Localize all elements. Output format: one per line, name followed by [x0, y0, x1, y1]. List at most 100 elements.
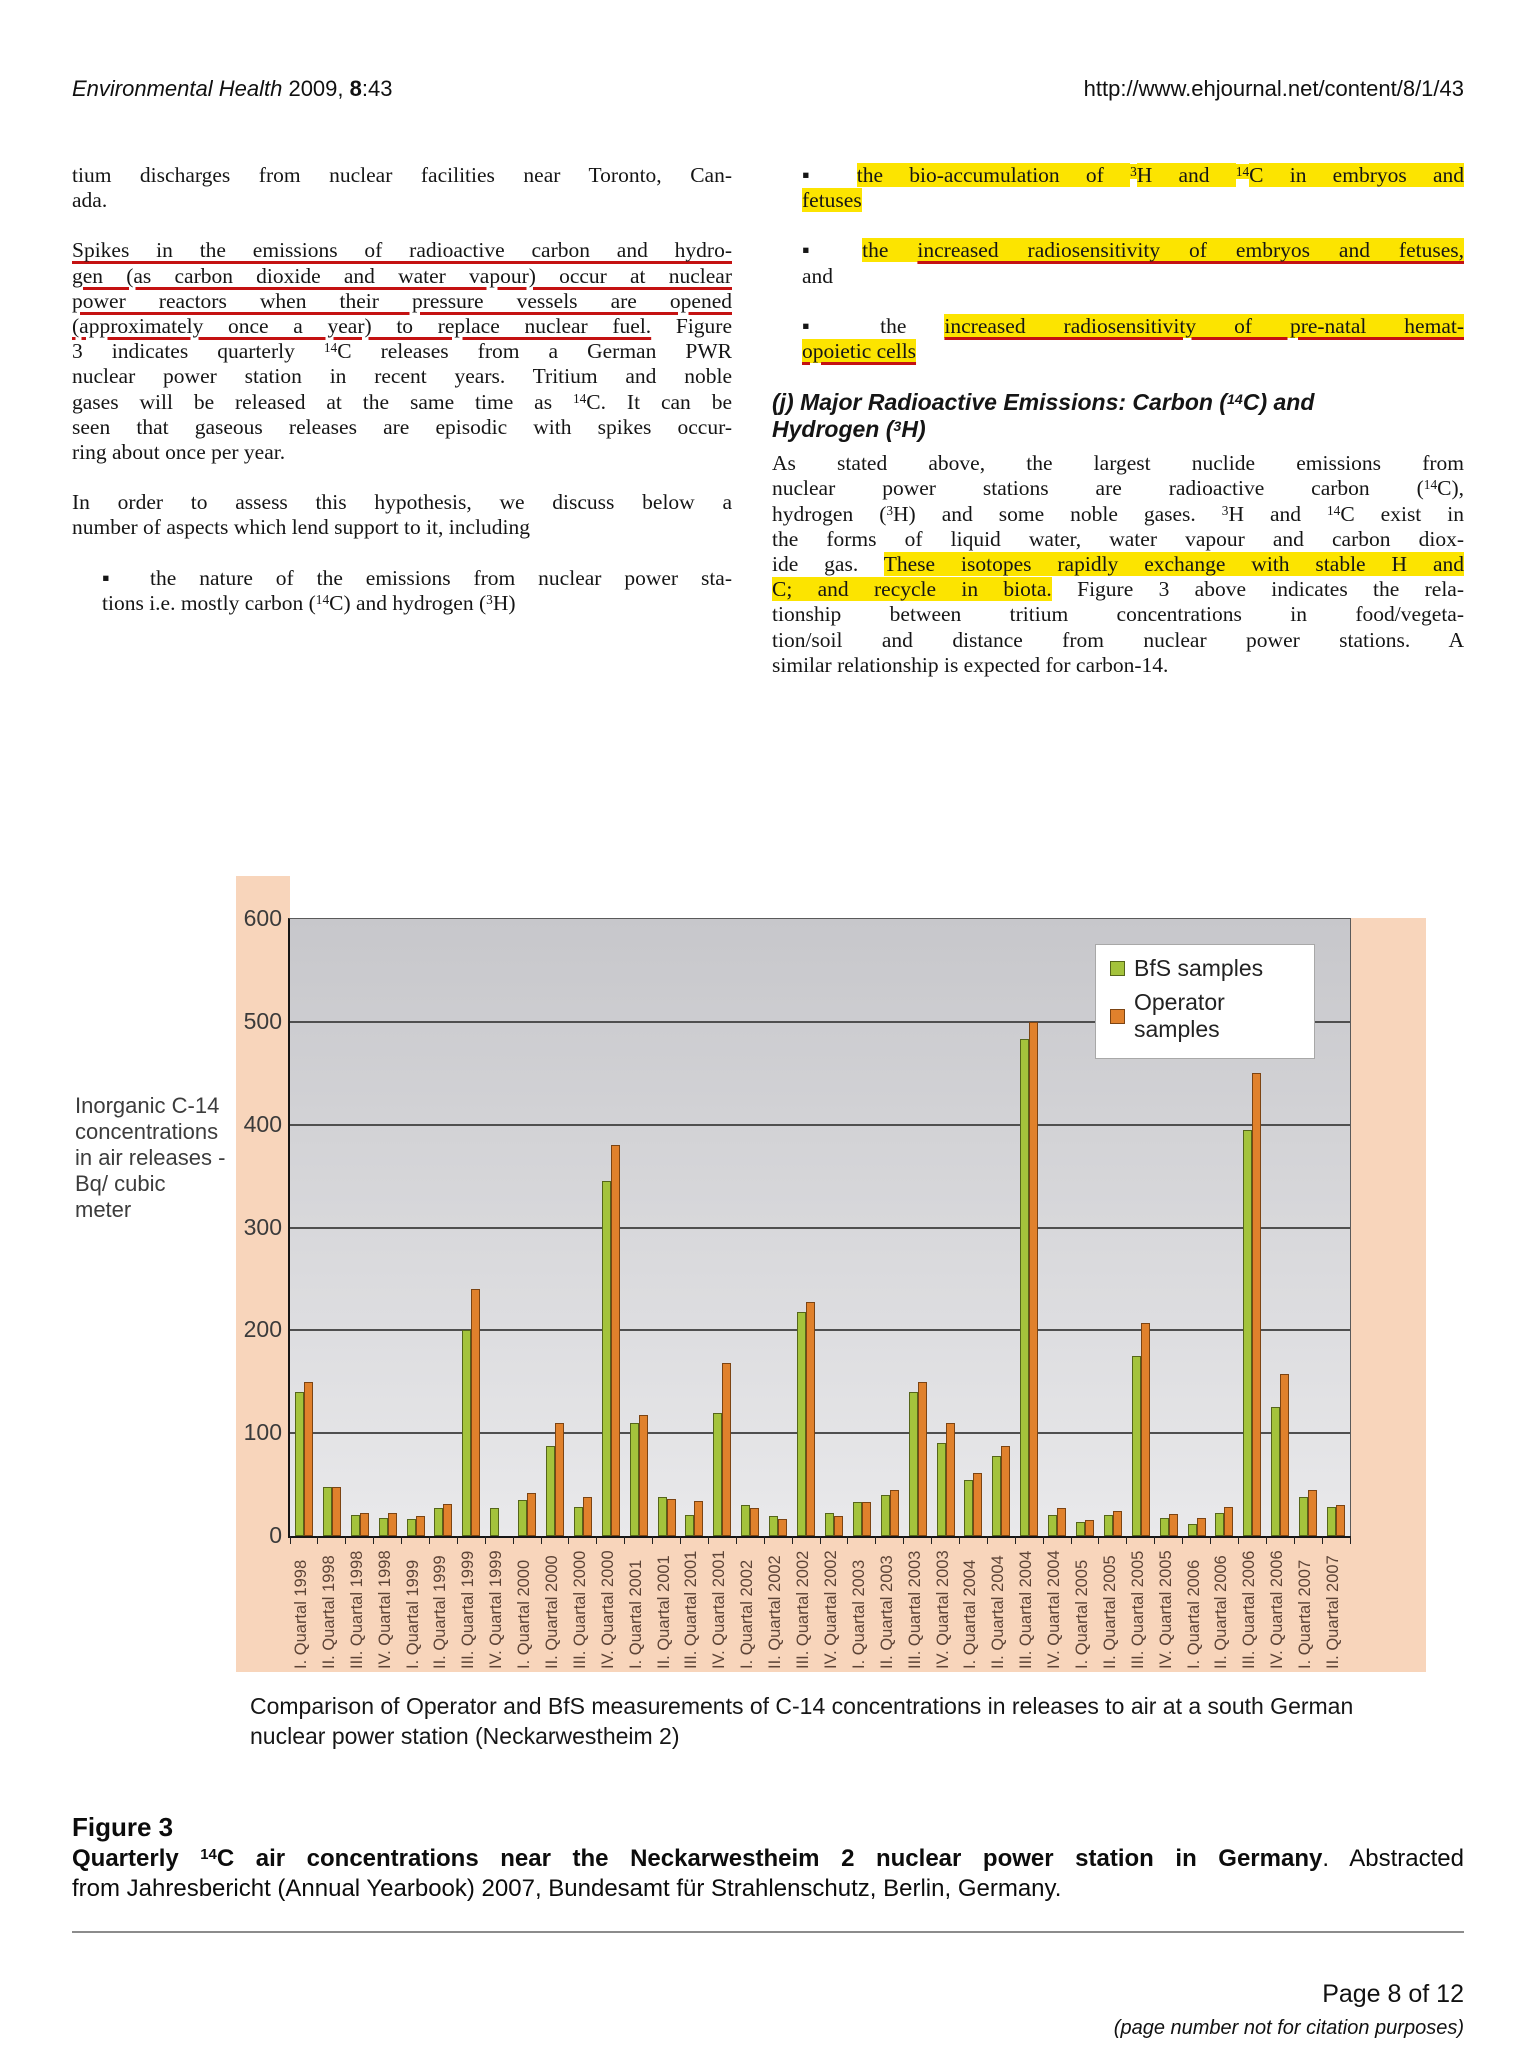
x-axis-tick-label: III. Quartal 2004 [1017, 1550, 1036, 1669]
x-axis-tick-label: II. Quartal 2002 [766, 1555, 785, 1669]
bar-operator-samples [1252, 1073, 1262, 1536]
x-axis-tick [540, 1536, 542, 1544]
gridline [290, 1329, 1350, 1332]
x-axis-tick-label: I. Quartal 1998 [291, 1559, 310, 1669]
x-axis-tick-label: I. Quartal 2004 [961, 1559, 980, 1669]
bar-bfs-samples [685, 1515, 695, 1536]
text-line: similar relationship is expected for car… [772, 653, 1464, 678]
bar-bfs-samples [852, 1502, 862, 1536]
text-line: ide gas. These isotopes rapidly exchange… [772, 552, 1464, 577]
x-axis-tick-label: III. Quartal 1999 [459, 1550, 478, 1669]
bar-bfs-samples [322, 1486, 332, 1536]
bar-bfs-samples [490, 1508, 500, 1536]
bar-bfs-samples [880, 1494, 890, 1536]
bar-bfs-samples [601, 1181, 611, 1536]
text-segment: C air concentrations near the Neckarwest… [216, 1845, 1323, 1872]
bar-operator-samples [638, 1414, 648, 1536]
y-axis-tick-label: 300 [243, 1213, 282, 1240]
x-axis-tick-label: II. Quartal 1998 [319, 1555, 338, 1669]
x-axis-tick-label: II. Quartal 1999 [431, 1555, 450, 1669]
text-segment: Hydrogen ( [772, 416, 894, 443]
figure-caption-title: Figure 3 [72, 1812, 174, 1842]
bar-operator-samples [359, 1513, 369, 1536]
bar-operator-samples [1029, 1021, 1039, 1536]
text-segment: (approximately once a year) to replace n… [72, 314, 652, 339]
bar-operator-samples [1112, 1511, 1122, 1536]
chart-y-axis-label: Inorganic C-14 concentrations in air rel… [75, 1093, 226, 1222]
x-axis-tick [735, 1536, 737, 1544]
text-line: tionship between tritium concentrations … [772, 602, 1464, 627]
text-line: ▪ the nature of the emissions from nucle… [102, 566, 732, 591]
text-segment: 14 [200, 1847, 217, 1864]
left-column: tium discharges from nuclear facilities … [72, 163, 732, 641]
bar-operator-samples [973, 1473, 983, 1536]
bar-operator-samples [471, 1289, 481, 1536]
x-axis-tick [763, 1536, 765, 1544]
text-segment: 2009, [282, 76, 350, 101]
x-axis-tick-label: II. Quartal 2001 [654, 1555, 673, 1669]
bar-bfs-samples [713, 1412, 723, 1536]
x-axis-tick-label: I. Quartal 2003 [849, 1559, 868, 1669]
text-segment: 14 [1423, 477, 1438, 493]
bar-bfs-samples [1076, 1521, 1085, 1536]
x-axis-tick-label: IV. Quartal 2004 [1045, 1550, 1064, 1669]
bar-operator-samples [555, 1422, 564, 1536]
x-axis-tick [512, 1536, 514, 1544]
text-line: nuclear power station in recent years. T… [72, 364, 732, 389]
bfs-swatch-icon [1110, 961, 1125, 976]
bar-bfs-samples [908, 1392, 918, 1536]
text-line: Hydrogen (3H) [772, 416, 1464, 443]
text-segment: Figure [651, 314, 732, 339]
x-axis-tick-label: III. Quartal 2003 [905, 1550, 924, 1669]
text-line: seen that gaseous releases are episodic … [72, 415, 732, 440]
text-segment: nuclear power station (Neckarwestheim 2) [250, 1722, 680, 1749]
bullet-item-bioaccumulation: ▪ the bio-accumulation of 3H and 14C in … [802, 163, 1465, 213]
x-axis-tick [596, 1536, 598, 1544]
bar-operator-samples [443, 1504, 453, 1536]
paragraph-hypothesis: In order to assess this hypothesis, we d… [72, 490, 732, 540]
text-segment: 3 indicates quarterly [72, 339, 324, 364]
x-axis-tick [707, 1536, 709, 1544]
bar-operator-samples [1140, 1323, 1150, 1536]
bullet-item-emissions-nature: ▪ the nature of the emissions from nucle… [102, 566, 732, 616]
text-line: 3 indicates quarterly 14C releases from … [72, 339, 732, 364]
text-line: nuclear power station (Neckarwestheim 2) [250, 1722, 1460, 1752]
text-segment: gases will be released at the same time … [72, 389, 573, 414]
x-axis-tick [345, 1536, 347, 1544]
text-segment: tion/soil and distance from nuclear powe… [772, 627, 1464, 652]
gridline [290, 1020, 1350, 1023]
text-segment: C. It can be [586, 389, 732, 414]
bar-operator-samples [861, 1502, 871, 1536]
bar-operator-samples [1308, 1489, 1318, 1536]
text-segment: Quarterly [72, 1845, 201, 1872]
text-line: gases will be released at the same time … [72, 390, 732, 415]
text-segment: increased radiosensitivity of pre-natal … [944, 313, 1464, 338]
x-axis-tick-label: II. Quartal 2004 [989, 1555, 1008, 1669]
text-segment: the [862, 238, 918, 263]
x-axis-tick [875, 1536, 877, 1544]
x-axis-tick-label: III. Quartal 1998 [347, 1550, 366, 1669]
text-line: hydrogen (3H) and some noble gases. 3H a… [772, 502, 1464, 527]
article-url: http://www.ehjournal.net/content/8/1/43 [1083, 76, 1464, 101]
x-axis-tick [1098, 1536, 1100, 1544]
chart-background-strip [236, 876, 290, 922]
x-axis-tick [1237, 1536, 1239, 1544]
text-segment: ▪ the [802, 313, 945, 338]
text-segment: These isotopes rapidly exchange with sta… [883, 552, 1464, 577]
gridline [290, 1226, 1350, 1229]
bar-bfs-samples [769, 1516, 779, 1536]
text-line: and [802, 264, 1464, 289]
bar-bfs-samples [1243, 1129, 1253, 1536]
text-segment: increased radiosensitivity of embryos an… [917, 238, 1464, 263]
text-line: Spikes in the emissions of radioactive c… [72, 238, 732, 263]
text-segment: Environmental Health [72, 76, 283, 101]
x-axis-tick [1182, 1536, 1184, 1544]
text-segment: the bio-accumulation of [856, 163, 1131, 187]
x-axis-tick-label: II. Quartal 2005 [1100, 1555, 1119, 1669]
x-axis-tick [317, 1536, 319, 1544]
paragraph-tritium: tium discharges from nuclear facilities … [72, 163, 732, 213]
x-axis-tick [1042, 1536, 1044, 1544]
bar-bfs-samples [350, 1515, 360, 1536]
x-axis-tick [986, 1536, 988, 1544]
bar-operator-samples [1001, 1445, 1011, 1536]
